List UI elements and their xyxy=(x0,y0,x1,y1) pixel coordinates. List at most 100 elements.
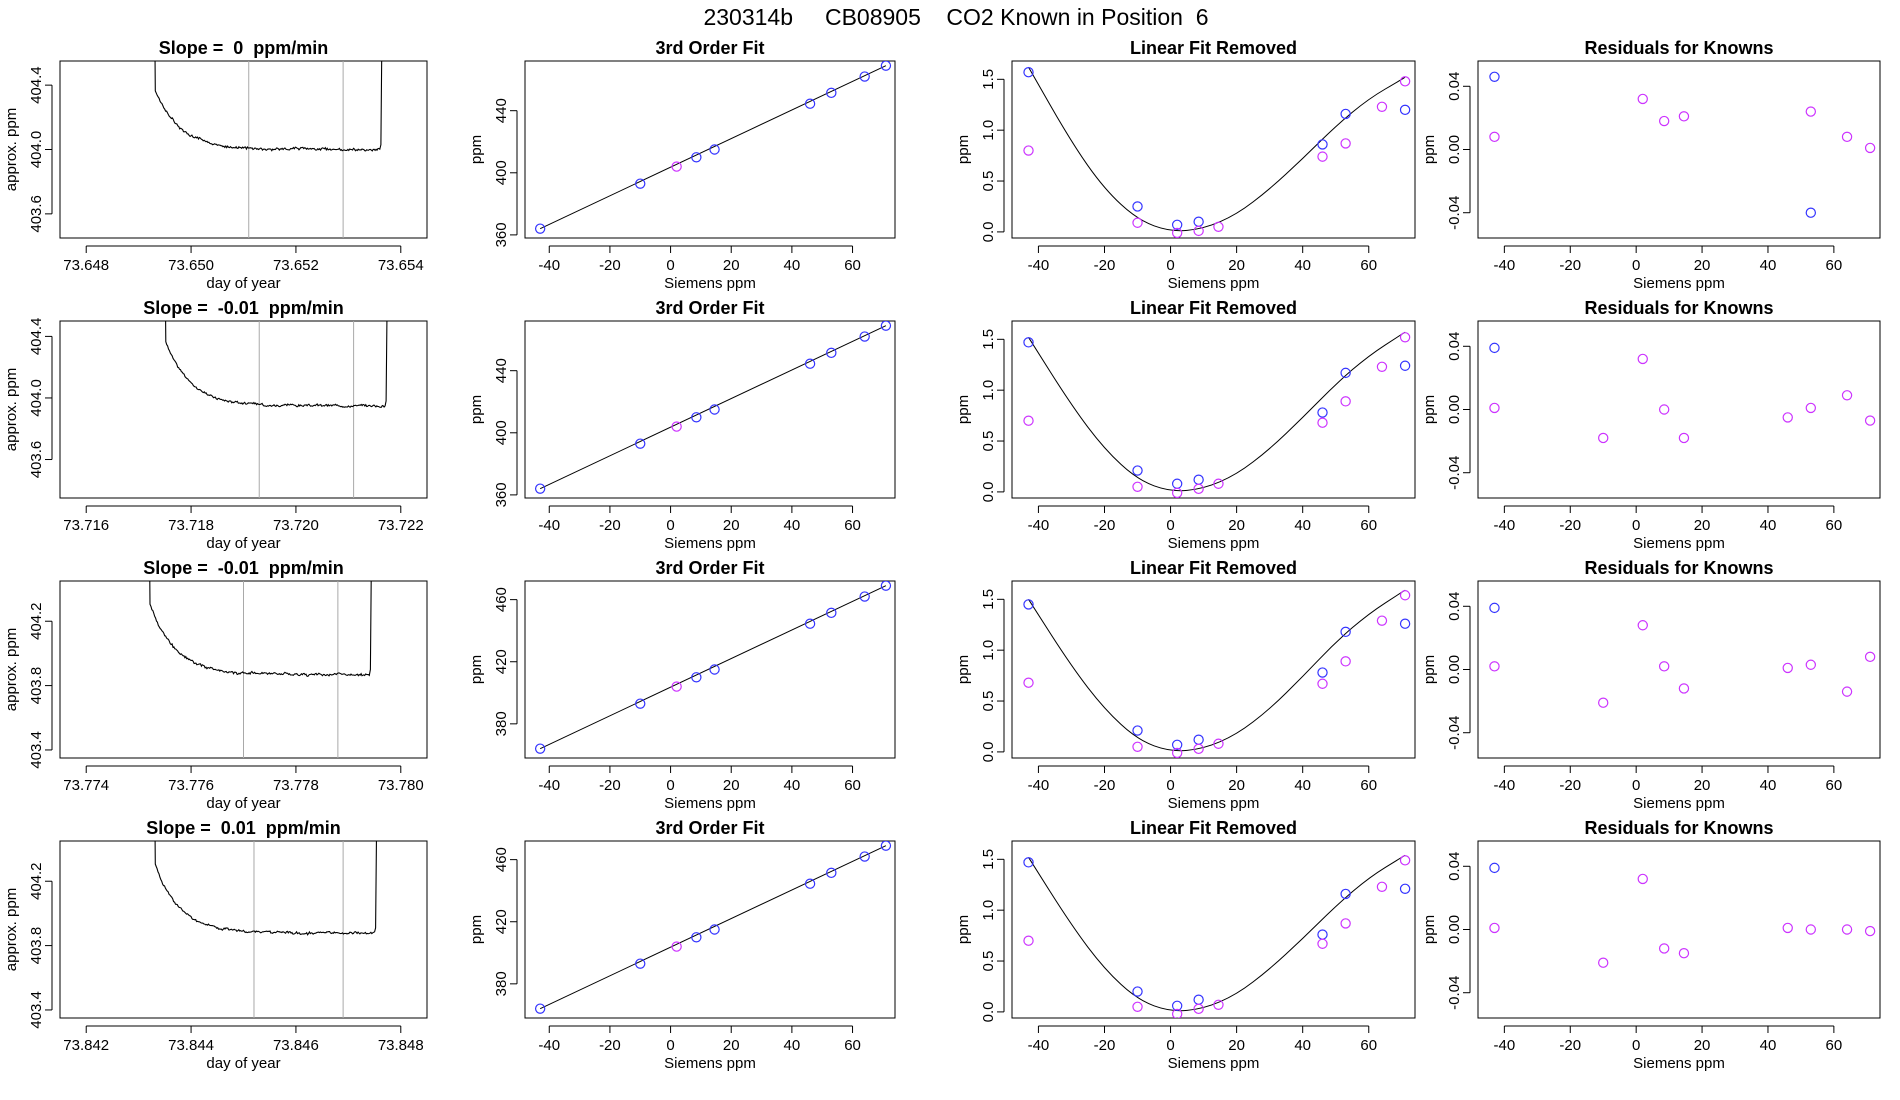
standard-point xyxy=(880,61,892,71)
x-tick-label: 73.846 xyxy=(273,1037,319,1054)
known-point xyxy=(1841,924,1853,935)
x-tick-label: 60 xyxy=(1826,777,1843,794)
x-tick-label: 40 xyxy=(784,777,801,794)
y-axis-label: ppm xyxy=(1421,915,1438,944)
x-tick-label: 60 xyxy=(844,257,861,274)
x-tick-label: 73.720 xyxy=(273,517,319,534)
known-point xyxy=(1658,661,1670,672)
plot-frame xyxy=(524,60,896,239)
known-point xyxy=(1678,432,1690,444)
known-point xyxy=(1376,361,1388,372)
x-tick-label: -40 xyxy=(1494,517,1516,534)
y-tick-label: 403.4 xyxy=(28,991,45,1029)
standard-point xyxy=(534,223,546,234)
panel-title: Slope = -0.01 ppm/min xyxy=(143,298,344,318)
x-axis-label: day of year xyxy=(206,275,280,292)
standard-point xyxy=(1805,207,1817,218)
y-tick-label: 1.5 xyxy=(980,589,997,610)
x-tick-label: 60 xyxy=(844,517,861,534)
x-tick-label: 40 xyxy=(1760,517,1777,534)
standard-point xyxy=(1023,599,1034,610)
x-tick-label: 40 xyxy=(784,257,801,274)
known-point xyxy=(1132,217,1143,228)
y-tick-label: 0.0 xyxy=(980,741,997,762)
known-point xyxy=(1193,225,1204,237)
panel-fit: 3rd Order Fit -40 -20 0 20 40 60 Siemens ppm 380… xyxy=(468,558,896,812)
known-point xyxy=(1598,432,1609,444)
known-point xyxy=(1171,487,1183,498)
x-tick-label: 0 xyxy=(1632,1037,1640,1054)
known-point xyxy=(1805,106,1817,117)
y-tick-label: 400 xyxy=(493,420,510,445)
known-point xyxy=(1782,662,1793,674)
x-axis-label: Siemens ppm xyxy=(1168,535,1260,552)
plot-data xyxy=(1023,589,1411,758)
plot-frame xyxy=(59,320,428,499)
panel-fit: 3rd Order Fit -40 -20 0 20 40 60 Siemens ppm 380… xyxy=(468,818,896,1072)
y-tick-label: 403.4 xyxy=(28,731,45,769)
plot-frame xyxy=(59,60,428,239)
y-axis: 0.0 0.5 1.0 1.5 ppm xyxy=(955,849,1005,1022)
x-tick-label: 20 xyxy=(1228,777,1245,794)
panel-fit: 3rd Order Fit -40 -20 0 20 40 60 Siemens ppm 360… xyxy=(468,38,896,292)
known-point xyxy=(1805,402,1817,414)
known-point xyxy=(1864,925,1876,937)
known-point xyxy=(671,421,682,432)
plot-frame xyxy=(1011,840,1416,1019)
panel-title: 3rd Order Fit xyxy=(655,298,764,318)
x-tick-label: -40 xyxy=(1028,517,1050,534)
known-point xyxy=(1193,1003,1204,1015)
panel-trace: Slope = 0 ppm/min 73.648 73.650 73.652 73.65… xyxy=(3,38,428,292)
x-tick-label: -20 xyxy=(1094,777,1116,794)
x-tick-label: -40 xyxy=(1028,1037,1050,1054)
standard-point xyxy=(1399,883,1411,895)
standard-point xyxy=(635,698,646,709)
x-tick-label: 73.716 xyxy=(63,517,109,534)
panel-title: 3rd Order Fit xyxy=(655,38,764,58)
panel-linear-removed: Linear Fit Removed -40 -20 0 20 40 60 Siemens p… xyxy=(955,38,1416,292)
x-tick-label: -40 xyxy=(538,257,560,274)
plot-frame xyxy=(1477,840,1881,1019)
panel-title: Residuals for Knowns xyxy=(1584,818,1773,838)
known-point xyxy=(1678,683,1690,694)
x-tick-label: 0 xyxy=(1166,1037,1174,1054)
x-tick-label: 0 xyxy=(1632,517,1640,534)
standard-point xyxy=(1193,474,1204,485)
panel-fit: 3rd Order Fit -40 -20 0 20 40 60 Siemens ppm 360… xyxy=(468,298,896,552)
standard-point xyxy=(826,347,837,359)
x-axis-label: day of year xyxy=(206,535,280,552)
y-tick-label: 0.04 xyxy=(1446,332,1463,361)
y-tick-label: 404.0 xyxy=(28,131,45,169)
x-tick-label: -20 xyxy=(1559,1037,1581,1054)
x-tick-label: -20 xyxy=(599,777,621,794)
x-tick-label: 20 xyxy=(1228,517,1245,534)
plot-frame xyxy=(1477,320,1881,499)
x-axis-label: Siemens ppm xyxy=(664,275,756,292)
x-tick-label: -40 xyxy=(538,517,560,534)
y-tick-label: 460 xyxy=(493,587,510,612)
x-tick-label: 73.842 xyxy=(63,1037,109,1054)
y-axis: 403.6 404.0 404.4 approx. ppm xyxy=(3,66,53,233)
panel-title: Linear Fit Removed xyxy=(1130,558,1297,578)
known-point xyxy=(1340,918,1351,929)
y-tick-label: 404.0 xyxy=(28,379,45,417)
y-tick-label: 0.00 xyxy=(1446,135,1463,164)
y-axis-label: approx. ppm xyxy=(3,888,20,971)
x-tick-label: -20 xyxy=(1094,257,1116,274)
standard-point xyxy=(1340,888,1351,900)
standard-point xyxy=(1340,108,1351,120)
standard-point xyxy=(709,924,720,935)
y-tick-label: 380 xyxy=(493,711,510,736)
standard-point xyxy=(1132,465,1143,476)
chart-panels: Slope = 0 ppm/min 73.648 73.650 73.652 73.65… xyxy=(3,38,1881,1072)
y-tick-label: 380 xyxy=(493,971,510,996)
plot-data xyxy=(534,61,892,234)
y-tick-label: 1.0 xyxy=(980,120,997,141)
known-point xyxy=(1658,404,1670,415)
y-axis-label: approx. ppm xyxy=(3,108,20,191)
x-tick-label: 0 xyxy=(1632,777,1640,794)
standard-point xyxy=(709,144,720,155)
